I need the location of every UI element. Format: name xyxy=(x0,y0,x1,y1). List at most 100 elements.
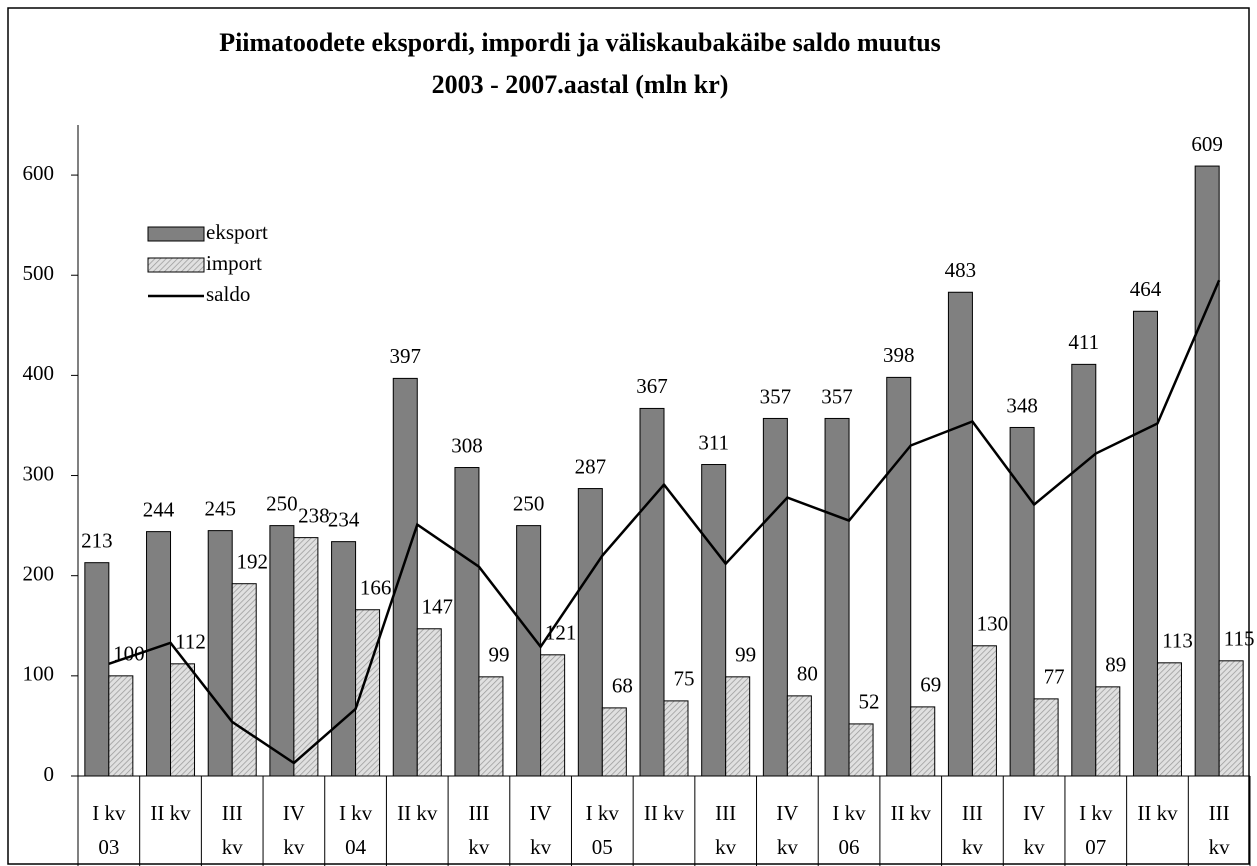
y-tick-label: 200 xyxy=(23,562,55,586)
data-label: 99 xyxy=(488,643,509,667)
x-tick-label: IV kv xyxy=(776,801,799,859)
bar xyxy=(1194,165,1220,777)
data-label: 367 xyxy=(636,374,668,398)
bar xyxy=(331,541,357,777)
x-tick-label: II kv xyxy=(643,801,685,825)
data-label: 245 xyxy=(204,496,236,520)
data-label: 250 xyxy=(266,491,298,515)
data-label: 287 xyxy=(575,454,607,478)
x-tick-label: II kv xyxy=(890,801,931,825)
y-tick-label: 0 xyxy=(44,762,55,786)
legend-label: import xyxy=(206,251,262,275)
y-tick-label: 500 xyxy=(23,261,55,285)
legend-label: eksport xyxy=(206,220,268,244)
bar xyxy=(540,654,566,777)
bar xyxy=(146,531,172,777)
x-tick-label: II kv xyxy=(150,801,191,825)
data-label: 238 xyxy=(298,503,330,527)
x-tick-label: I kv 07 xyxy=(1079,801,1113,859)
data-label: 244 xyxy=(143,497,175,521)
x-tick-label: I kv 06 xyxy=(832,801,866,859)
data-label: 308 xyxy=(451,433,483,457)
data-label: 68 xyxy=(612,674,633,698)
data-label: 311 xyxy=(698,430,729,454)
data-label: 398 xyxy=(883,343,915,367)
data-label: 113 xyxy=(1162,629,1193,653)
bar xyxy=(786,695,812,777)
x-tick-label: II kv xyxy=(397,801,438,825)
bar xyxy=(170,663,196,777)
bar xyxy=(1218,660,1244,777)
data-label: 147 xyxy=(422,595,454,619)
data-label: 250 xyxy=(513,491,545,515)
bar xyxy=(207,530,233,777)
data-label: 192 xyxy=(236,550,268,574)
bar xyxy=(1095,686,1121,777)
bar xyxy=(454,467,480,777)
data-label: 69 xyxy=(920,673,941,697)
data-label: 166 xyxy=(360,576,392,600)
bar xyxy=(639,407,665,777)
chart-title: Piimatoodete ekspordi, impordi ja välisk… xyxy=(219,28,941,99)
data-label: 483 xyxy=(945,258,977,282)
bar xyxy=(392,377,418,777)
data-label: 234 xyxy=(328,507,360,531)
bar xyxy=(886,376,912,777)
data-label: 609 xyxy=(1191,132,1223,156)
data-label: 99 xyxy=(735,643,756,667)
bar xyxy=(293,537,319,777)
bar xyxy=(1132,310,1158,777)
bar xyxy=(848,723,874,777)
data-label: 348 xyxy=(1006,393,1038,417)
data-label: 464 xyxy=(1130,277,1162,301)
bar xyxy=(478,676,504,777)
data-label: 357 xyxy=(821,384,853,408)
bar xyxy=(663,700,689,777)
x-tick-label: I kv 03 xyxy=(92,801,126,859)
bar xyxy=(1156,662,1182,777)
data-label: 112 xyxy=(175,630,206,654)
bar xyxy=(1071,363,1097,777)
data-label: 115 xyxy=(1224,627,1255,651)
bar xyxy=(355,609,381,777)
data-label: 411 xyxy=(1068,330,1099,354)
data-label: 80 xyxy=(797,662,818,686)
data-label: 75 xyxy=(674,667,695,691)
data-label: 213 xyxy=(81,528,113,552)
x-tick-label: IV kv xyxy=(1023,801,1046,859)
bar xyxy=(516,525,542,777)
x-tick-label: IV kv xyxy=(282,801,305,859)
x-tick-label: I kv 04 xyxy=(338,801,373,859)
x-tick-label: III kv xyxy=(961,801,983,859)
x-tick-label: IV kv xyxy=(529,801,552,859)
x-tick-label: III kv xyxy=(468,801,490,859)
y-tick-label: 100 xyxy=(23,662,55,686)
bar xyxy=(416,628,442,777)
bar xyxy=(701,464,727,777)
chart-border xyxy=(7,7,1250,865)
x-tick-label: III kv xyxy=(715,801,737,859)
bar xyxy=(910,706,936,777)
legend-swatch xyxy=(147,226,205,242)
x-tick-label: I kv 05 xyxy=(585,801,619,859)
legend-swatch xyxy=(147,257,205,273)
bar xyxy=(1033,698,1059,777)
x-tick-label: III kv xyxy=(1208,801,1230,859)
bar xyxy=(824,417,850,777)
bar xyxy=(971,645,997,777)
bar xyxy=(108,675,134,777)
y-tick-label: 400 xyxy=(23,361,55,385)
bar xyxy=(601,707,627,777)
bar xyxy=(269,525,295,777)
bar xyxy=(231,583,257,777)
data-label: 52 xyxy=(859,690,880,714)
y-tick-label: 300 xyxy=(23,461,55,485)
line xyxy=(108,279,1221,765)
x-tick-label: III kv xyxy=(221,801,243,859)
data-label: 77 xyxy=(1044,665,1065,689)
bar xyxy=(725,676,751,777)
data-label: 397 xyxy=(390,344,422,368)
data-label: 89 xyxy=(1105,653,1126,677)
